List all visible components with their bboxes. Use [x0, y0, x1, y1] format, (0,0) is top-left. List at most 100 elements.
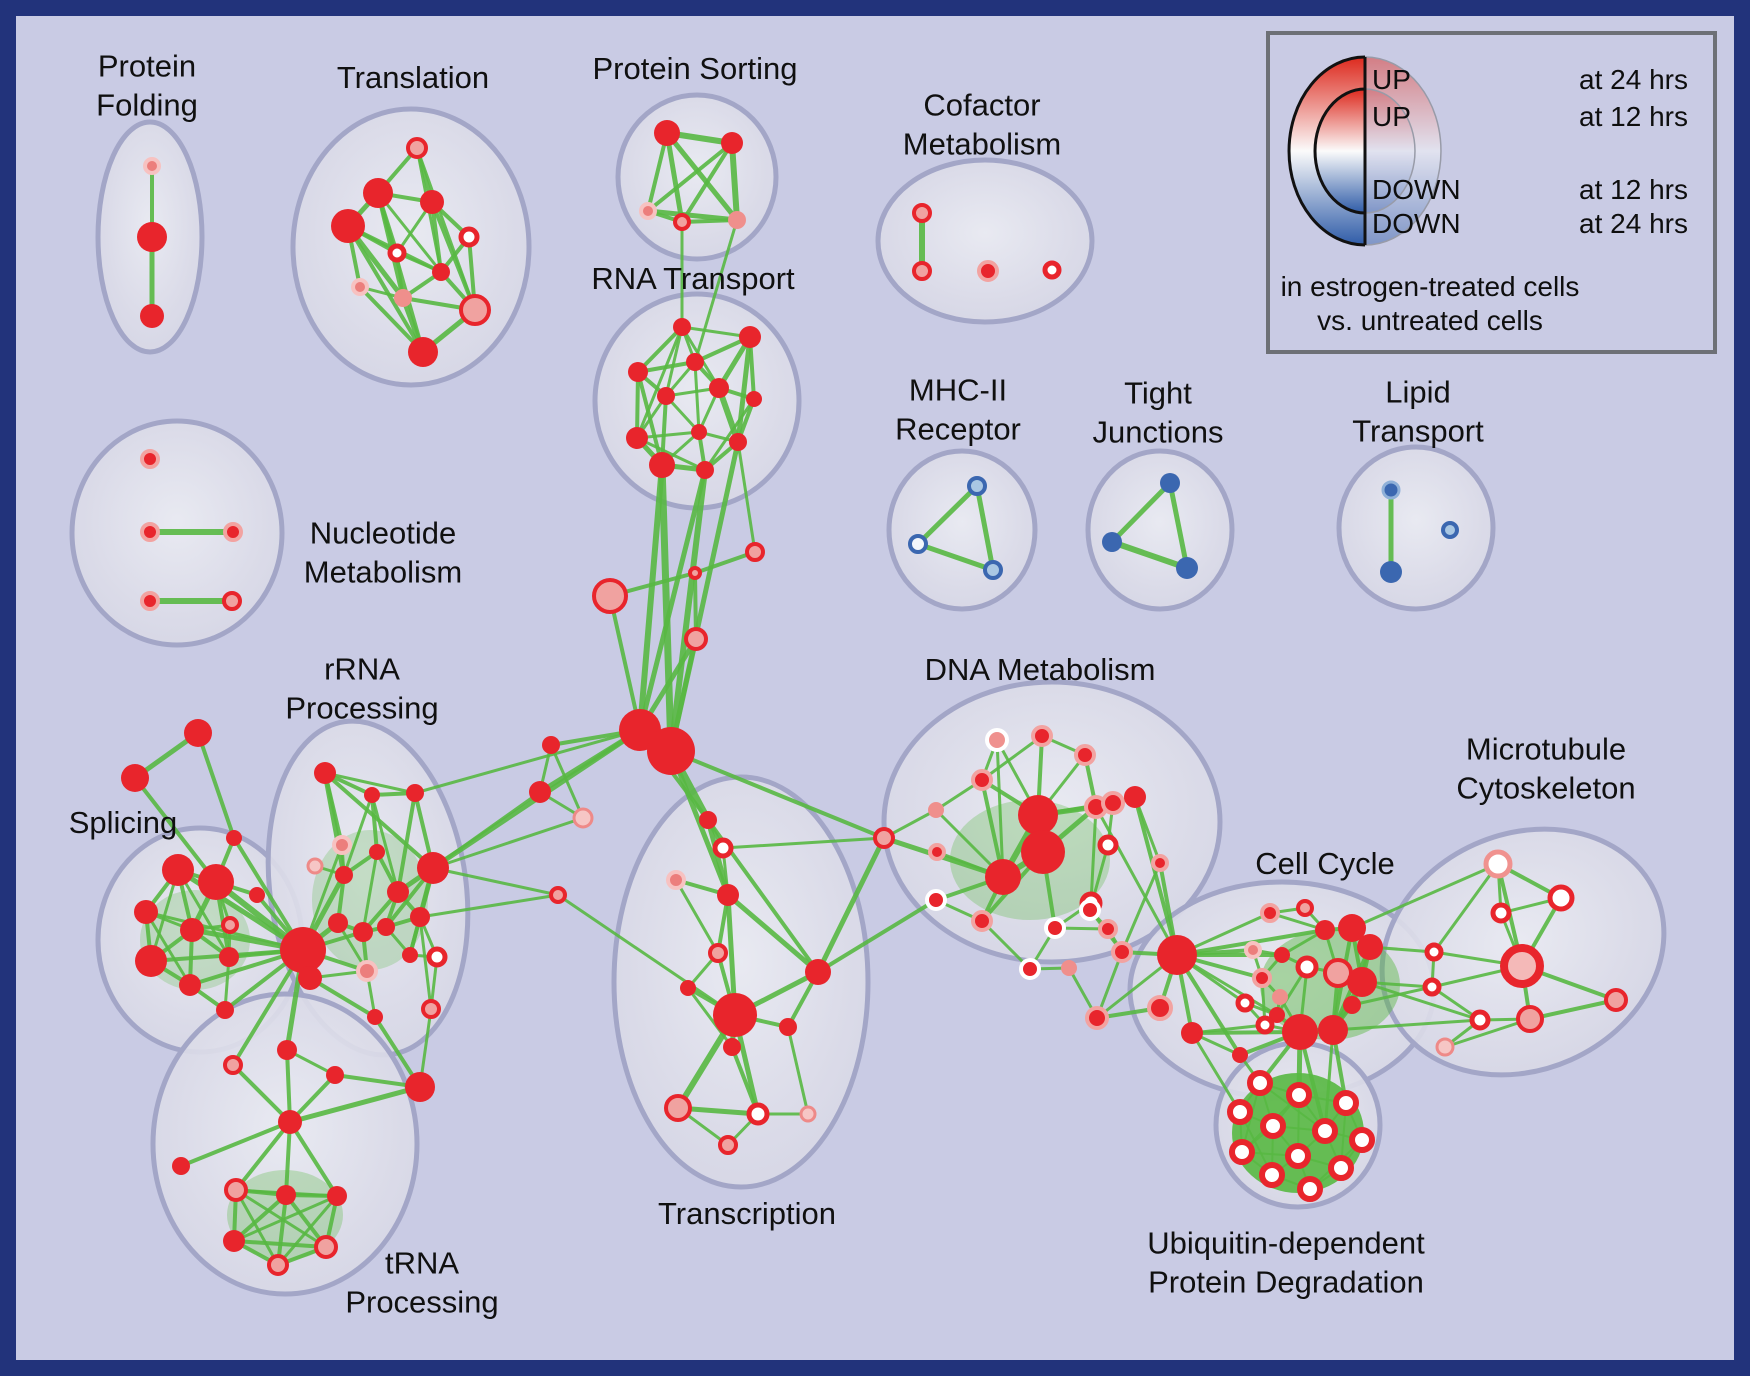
network-edge: [1094, 805, 1179, 957]
network-node: [276, 1185, 296, 1205]
network-edge: [1360, 980, 1482, 1022]
network-node: [180, 918, 204, 942]
network-node: [912, 203, 932, 223]
network-node: [356, 960, 378, 982]
network-node: [1500, 944, 1544, 988]
network-node: [222, 591, 242, 611]
network-edge: [680, 141, 734, 224]
network-node: [172, 1157, 190, 1175]
network-node: [121, 764, 149, 792]
network-node: [387, 243, 407, 263]
legend-down-24-label: DOWN: [1372, 208, 1461, 239]
network-node: [226, 830, 242, 846]
network-node: [1097, 834, 1119, 856]
network-edge: [735, 334, 753, 445]
network-edge: [1120, 861, 1162, 954]
cluster-trna-processing-label: tRNA Processing: [345, 1246, 498, 1320]
network-node: [1102, 532, 1122, 552]
network-node: [805, 959, 831, 985]
cluster-lipid-transport-ellipse: [1336, 444, 1496, 612]
legend-down-12-label: DOWN: [1372, 174, 1461, 205]
network-edge: [995, 738, 1005, 879]
network-node: [983, 560, 1003, 580]
network-node: [718, 1135, 738, 1155]
cluster-splicing-label: Splicing: [69, 805, 178, 840]
network-node: [654, 120, 680, 146]
network-node: [420, 190, 444, 214]
network-node: [739, 326, 761, 348]
network-node: [140, 449, 160, 469]
network-node: [967, 476, 987, 496]
network-node: [1021, 830, 1065, 874]
network-node: [1042, 260, 1062, 280]
cluster-mhc-ii-receptor-label: MHC-II Receptor: [895, 373, 1021, 447]
network-node: [459, 294, 491, 326]
network-node: [1235, 993, 1255, 1013]
network-edge: [1190, 1023, 1267, 1035]
network-edge: [288, 1120, 339, 1198]
legend-up-12-time: at 12 hrs: [1579, 101, 1688, 132]
network-node: [542, 736, 560, 754]
network-node: [198, 864, 234, 900]
network-edge: [786, 1025, 810, 1116]
network-edge: [729, 140, 740, 223]
network-node: [364, 787, 380, 803]
network-node: [717, 884, 739, 906]
cluster-translation-label: Translation: [337, 60, 489, 95]
network-edge: [980, 919, 1032, 971]
network-node: [985, 728, 1009, 752]
network-edge: [721, 836, 886, 850]
network-node: [721, 132, 743, 154]
network-node: [628, 362, 648, 382]
network-node: [1424, 942, 1444, 962]
network-node: [647, 727, 695, 775]
network-node: [686, 353, 704, 371]
network-node: [1101, 791, 1125, 815]
network-edge: [287, 1084, 423, 1125]
network-node: [1085, 1006, 1109, 1030]
cluster-dna-metabolism-label: DNA Metabolism: [925, 652, 1156, 687]
network-edge: [664, 130, 685, 225]
network-node: [649, 452, 675, 478]
network-node: [1604, 988, 1628, 1012]
network-node: [1255, 1015, 1275, 1035]
network-node: [1547, 884, 1575, 912]
network-node: [1274, 947, 1290, 963]
network-edge: [635, 436, 707, 472]
network-edge: [674, 878, 720, 955]
network-node: [1381, 480, 1401, 500]
network-node: [249, 887, 265, 903]
network-edge: [276, 1194, 339, 1267]
network-node: [327, 1186, 347, 1206]
network-node: [1272, 989, 1288, 1005]
network-node: [410, 907, 430, 927]
network-node: [925, 889, 947, 911]
cluster-mhc-ii-receptor-ellipse: [886, 448, 1038, 612]
network-node: [408, 337, 438, 367]
network-node: [267, 1254, 289, 1276]
network-node: [458, 226, 480, 248]
network-edge: [636, 325, 684, 374]
network-node: [137, 222, 167, 252]
network-edge: [730, 1045, 760, 1116]
network-node: [1098, 919, 1118, 939]
network-node: [1296, 899, 1314, 917]
network-node: [1347, 967, 1377, 997]
network-edge: [725, 892, 821, 975]
network-node: [367, 1009, 383, 1025]
network-node: [224, 1178, 248, 1202]
network-edge: [736, 440, 757, 554]
network-edge: [179, 1120, 292, 1168]
network-edge: [1331, 1018, 1482, 1032]
network-edge: [323, 771, 417, 795]
network-node: [684, 627, 708, 651]
network-node: [1282, 1014, 1318, 1050]
network-node: [908, 534, 928, 554]
network-node: [723, 1038, 741, 1056]
network-edge: [1109, 539, 1190, 571]
network-edge: [645, 208, 740, 223]
network-node: [223, 522, 243, 542]
network-edge: [915, 541, 996, 573]
network-edge: [664, 130, 740, 223]
